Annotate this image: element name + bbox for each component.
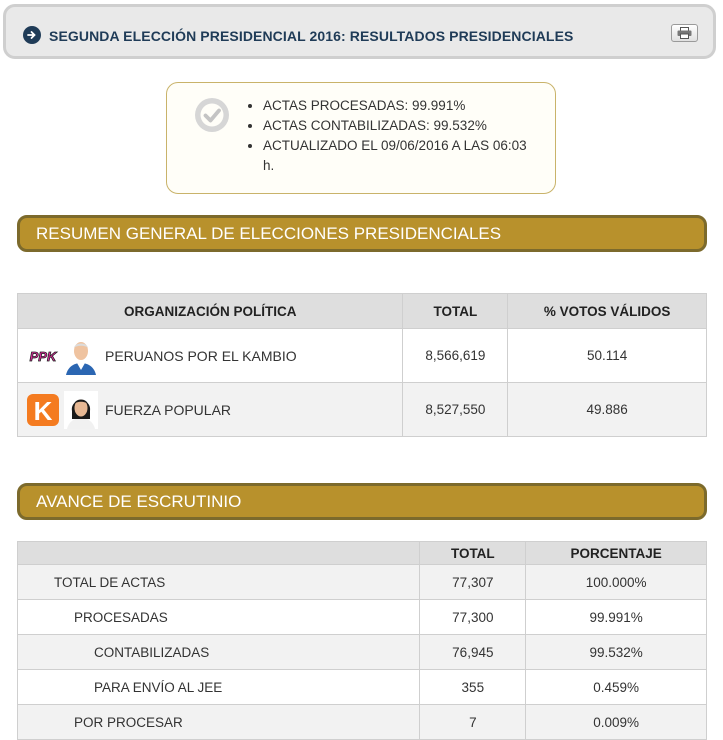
table-header-row: ORGANIZACIÓN POLÍTICA TOTAL % VOTOS VÁLI… bbox=[16, 293, 707, 329]
progress-section-bar: AVANCE DE ESCRUTINIO bbox=[17, 483, 707, 520]
row-label: POR PROCESAR bbox=[16, 704, 421, 740]
total-cell: 77,300 bbox=[419, 599, 527, 635]
check-circle-icon bbox=[195, 98, 229, 132]
column-header: ORGANIZACIÓN POLÍTICA bbox=[16, 293, 404, 329]
party-name: PERUANOS POR EL KAMBIO bbox=[105, 347, 297, 364]
candidate-photo bbox=[64, 390, 98, 429]
table-row: TOTAL DE ACTAS 77,307 100.000% bbox=[16, 564, 707, 600]
status-box: ACTAS PROCESADAS: 99.991% ACTAS CONTABIL… bbox=[166, 82, 556, 194]
status-list: ACTAS PROCESADAS: 99.991% ACTAS CONTABIL… bbox=[245, 96, 533, 176]
column-header: TOTAL bbox=[419, 541, 527, 565]
table-row: CONTABILIZADAS 76,945 99.532% bbox=[16, 634, 707, 670]
percent-cell: 100.000% bbox=[525, 564, 707, 600]
summary-section-title: RESUMEN GENERAL DE ELECCIONES PRESIDENCI… bbox=[36, 224, 502, 243]
percent-cell: 0.009% bbox=[525, 704, 707, 740]
candidate-photo bbox=[64, 336, 98, 375]
table-row: K FUERZA POPULAR 8,527,550 49.886 bbox=[16, 382, 707, 437]
row-label: PARA ENVÍO AL JEE bbox=[16, 669, 421, 705]
ppk-logo: PPK bbox=[26, 337, 60, 375]
percent-cell: 99.532% bbox=[525, 634, 707, 670]
column-header: % VOTOS VÁLIDOS bbox=[507, 293, 707, 329]
printer-icon bbox=[677, 27, 692, 39]
total-cell: 8,527,550 bbox=[402, 382, 509, 437]
page-title: SEGUNDA ELECCIÓN PRESIDENCIAL 2016: RESU… bbox=[49, 28, 574, 44]
percent-cell: 0.459% bbox=[525, 669, 707, 705]
page-header: SEGUNDA ELECCIÓN PRESIDENCIAL 2016: RESU… bbox=[3, 4, 716, 59]
print-button[interactable] bbox=[671, 24, 698, 42]
row-label: PROCESADAS bbox=[16, 599, 421, 635]
svg-text:PPK: PPK bbox=[30, 349, 58, 364]
status-item: ACTUALIZADO EL 09/06/2016 A LAS 06:03 h. bbox=[263, 136, 533, 176]
results-table: ORGANIZACIÓN POLÍTICA TOTAL % VOTOS VÁLI… bbox=[16, 293, 707, 437]
fuerza-popular-logo: K bbox=[26, 391, 60, 429]
percent-cell: 50.114 bbox=[507, 328, 707, 383]
row-label: CONTABILIZADAS bbox=[16, 634, 421, 670]
column-header: PORCENTAJE bbox=[525, 541, 707, 565]
party-cell: K FUERZA POPULAR bbox=[16, 382, 404, 437]
table-row: PPK PERUANOS POR EL KAMBIO 8,566,619 50.… bbox=[16, 328, 707, 383]
total-cell: 7 bbox=[419, 704, 527, 740]
summary-section-bar: RESUMEN GENERAL DE ELECCIONES PRESIDENCI… bbox=[17, 215, 707, 252]
column-header: TOTAL bbox=[402, 293, 509, 329]
table-row: PARA ENVÍO AL JEE 355 0.459% bbox=[16, 669, 707, 705]
total-cell: 76,945 bbox=[419, 634, 527, 670]
status-item: ACTAS CONTABILIZADAS: 99.532% bbox=[263, 116, 533, 136]
total-cell: 355 bbox=[419, 669, 527, 705]
total-cell: 77,307 bbox=[419, 564, 527, 600]
row-label: TOTAL DE ACTAS bbox=[16, 564, 421, 600]
arrow-circle-right-icon bbox=[23, 26, 41, 44]
progress-table: TOTAL PORCENTAJE TOTAL DE ACTAS 77,307 1… bbox=[16, 541, 707, 740]
table-header-row: TOTAL PORCENTAJE bbox=[16, 541, 707, 565]
percent-cell: 99.991% bbox=[525, 599, 707, 635]
column-header bbox=[16, 541, 421, 565]
status-item: ACTAS PROCESADAS: 99.991% bbox=[263, 96, 533, 116]
table-row: POR PROCESAR 7 0.009% bbox=[16, 704, 707, 740]
progress-section-title: AVANCE DE ESCRUTINIO bbox=[36, 492, 242, 511]
percent-cell: 49.886 bbox=[507, 382, 707, 437]
table-row: PROCESADAS 77,300 99.991% bbox=[16, 599, 707, 635]
party-name: FUERZA POPULAR bbox=[105, 401, 232, 418]
total-cell: 8,566,619 bbox=[402, 328, 509, 383]
svg-text:K: K bbox=[34, 396, 53, 426]
party-cell: PPK PERUANOS POR EL KAMBIO bbox=[16, 328, 404, 383]
